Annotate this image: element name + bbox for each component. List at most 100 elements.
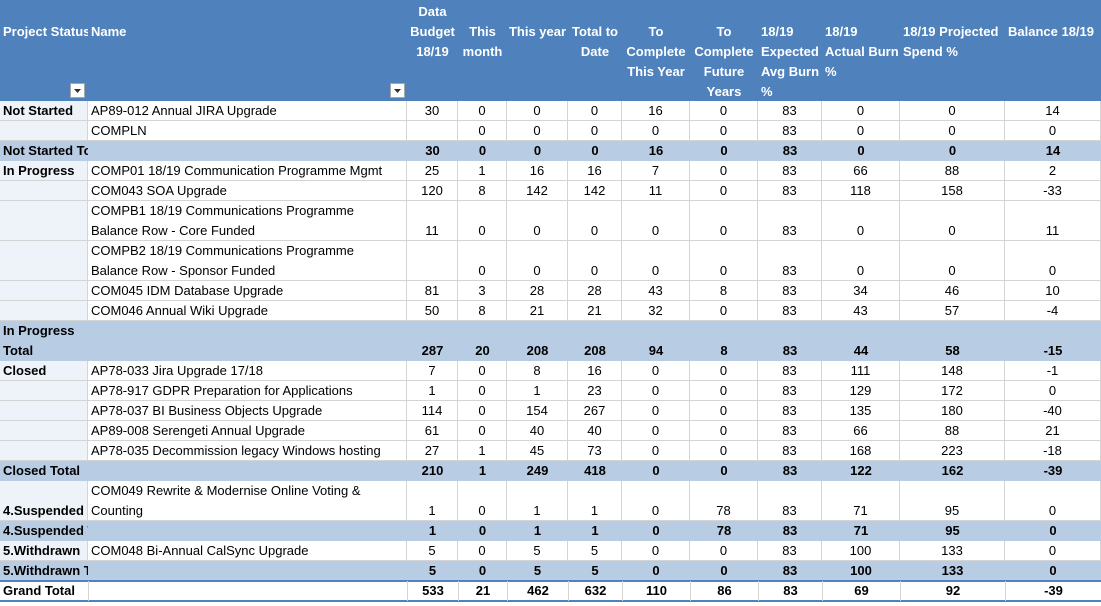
value-cell: 5 (568, 541, 622, 561)
cell-text: 21 (475, 583, 491, 598)
cell-text: 0 (719, 543, 728, 558)
cell-text: Data (418, 4, 447, 19)
cell-text: Not Started (3, 103, 74, 118)
status-cell (0, 281, 88, 301)
value-cell: 83 (758, 521, 822, 541)
cell-text: To (716, 24, 732, 39)
value-cell: 0 (507, 241, 568, 281)
cell-text: 148 (941, 363, 963, 378)
cell-text: In Progress (3, 163, 75, 178)
cell-text: 111 (850, 363, 871, 378)
cell-text: 88 (944, 163, 960, 178)
cell-text: 11 (648, 183, 663, 198)
value-cell: 73 (568, 441, 622, 461)
value-cell: 0 (458, 241, 507, 281)
cell-text: 0 (720, 143, 728, 158)
cell-text: 10 (1045, 283, 1060, 298)
value-cell: 21 (458, 581, 507, 601)
filter-button[interactable] (70, 83, 85, 98)
value-cell: 0 (690, 141, 758, 161)
cell-text: 0 (719, 383, 728, 398)
header-cell: Total to Date (568, 0, 622, 101)
cell-text: 0 (652, 563, 660, 578)
cell-text: 0 (719, 363, 728, 378)
cell-text: 83 (782, 103, 797, 118)
cell-text: 7 (428, 363, 436, 378)
value-cell: 0 (690, 121, 758, 141)
cell-text: 0 (651, 263, 660, 278)
status-cell: In Progress (0, 161, 88, 181)
cell-text: 66 (853, 163, 868, 178)
cell-text: 5 (533, 563, 542, 578)
cell-text: 8 (719, 283, 728, 298)
value-cell: 0 (1005, 381, 1101, 401)
cell-text: 0 (1049, 563, 1057, 578)
status-cell (0, 421, 88, 441)
value-cell: 83 (758, 101, 822, 121)
status-cell: 5.Withdrawn Total (0, 561, 88, 581)
value-cell: 14 (1005, 141, 1101, 161)
value-cell: 83 (758, 421, 822, 441)
cell-text: 0 (719, 123, 728, 138)
cell-text: 5 (533, 543, 541, 558)
cell-text: 142 (583, 183, 606, 198)
name-cell: AP78-037 BI Business Objects Upgrade (88, 401, 407, 421)
value-cell: 1 (568, 521, 622, 541)
cell-text: 100 (849, 543, 872, 558)
value-cell: 0 (622, 521, 690, 541)
cell-text: 129 (849, 383, 872, 398)
cell-text: 0 (590, 103, 599, 118)
cell-text: 0 (478, 543, 486, 558)
cell-text: Budget (410, 24, 455, 39)
cell-text: Grand Total (3, 583, 75, 598)
value-cell: 3 (458, 281, 507, 301)
cell-text: 1 (428, 503, 436, 518)
value-cell: 0 (690, 361, 758, 381)
cell-text: 40 (587, 423, 602, 438)
value-cell: 100 (822, 561, 900, 581)
value-cell: 0 (568, 141, 622, 161)
value-cell: 83 (758, 121, 822, 141)
name-cell: AP78-033 Jira Upgrade 17/18 (88, 361, 407, 381)
value-cell: 45 (507, 441, 568, 461)
cell-text: -15 (1043, 343, 1063, 358)
value-cell: 0 (568, 101, 622, 121)
status-cell: In Progress Total (0, 321, 88, 361)
name-cell: AP78-917 GDPR Preparation for Applicatio… (88, 381, 407, 401)
value-cell: 0 (507, 141, 568, 161)
cell-text: 83 (782, 283, 797, 298)
cell-text: 0 (478, 263, 486, 278)
cell-text: 0 (948, 223, 956, 238)
cell-text: 0 (1048, 383, 1057, 398)
value-cell: 95 (900, 521, 1005, 541)
cell-text: 23 (587, 383, 602, 398)
value-cell: 32 (622, 301, 690, 321)
value-cell: 148 (900, 361, 1005, 381)
cell-text: 0 (478, 143, 487, 158)
cell-text: -18 (1043, 443, 1062, 458)
cell-text: 5 (591, 563, 599, 578)
cell-text: 287 (421, 343, 444, 358)
cell-text: Spend % (903, 44, 958, 59)
value-cell: 0 (1005, 121, 1101, 141)
value-cell: 0 (568, 201, 622, 241)
value-cell: 0 (458, 141, 507, 161)
cell-text: 21 (529, 303, 545, 318)
cell-text: 83 (782, 143, 798, 158)
value-cell: 1 (507, 521, 568, 541)
cell-text: 18/19 (416, 44, 449, 59)
cell-text: 27 (424, 443, 440, 458)
cell-text: 46 (944, 283, 960, 298)
cell-text: 7 (651, 163, 660, 178)
header-cell: 18/19 Projected Spend % (900, 0, 1005, 101)
filter-button[interactable] (390, 83, 405, 98)
value-cell: 0 (1005, 521, 1101, 541)
value-cell: 0 (690, 301, 758, 321)
cell-text: 0 (1049, 523, 1057, 538)
value-cell: 0 (458, 561, 507, 581)
cell-text: 0 (478, 123, 486, 138)
value-cell: 30 (407, 101, 458, 121)
cell-text: 34 (853, 283, 868, 298)
cell-text: 16 (648, 143, 664, 158)
cell-text: % (761, 84, 773, 99)
